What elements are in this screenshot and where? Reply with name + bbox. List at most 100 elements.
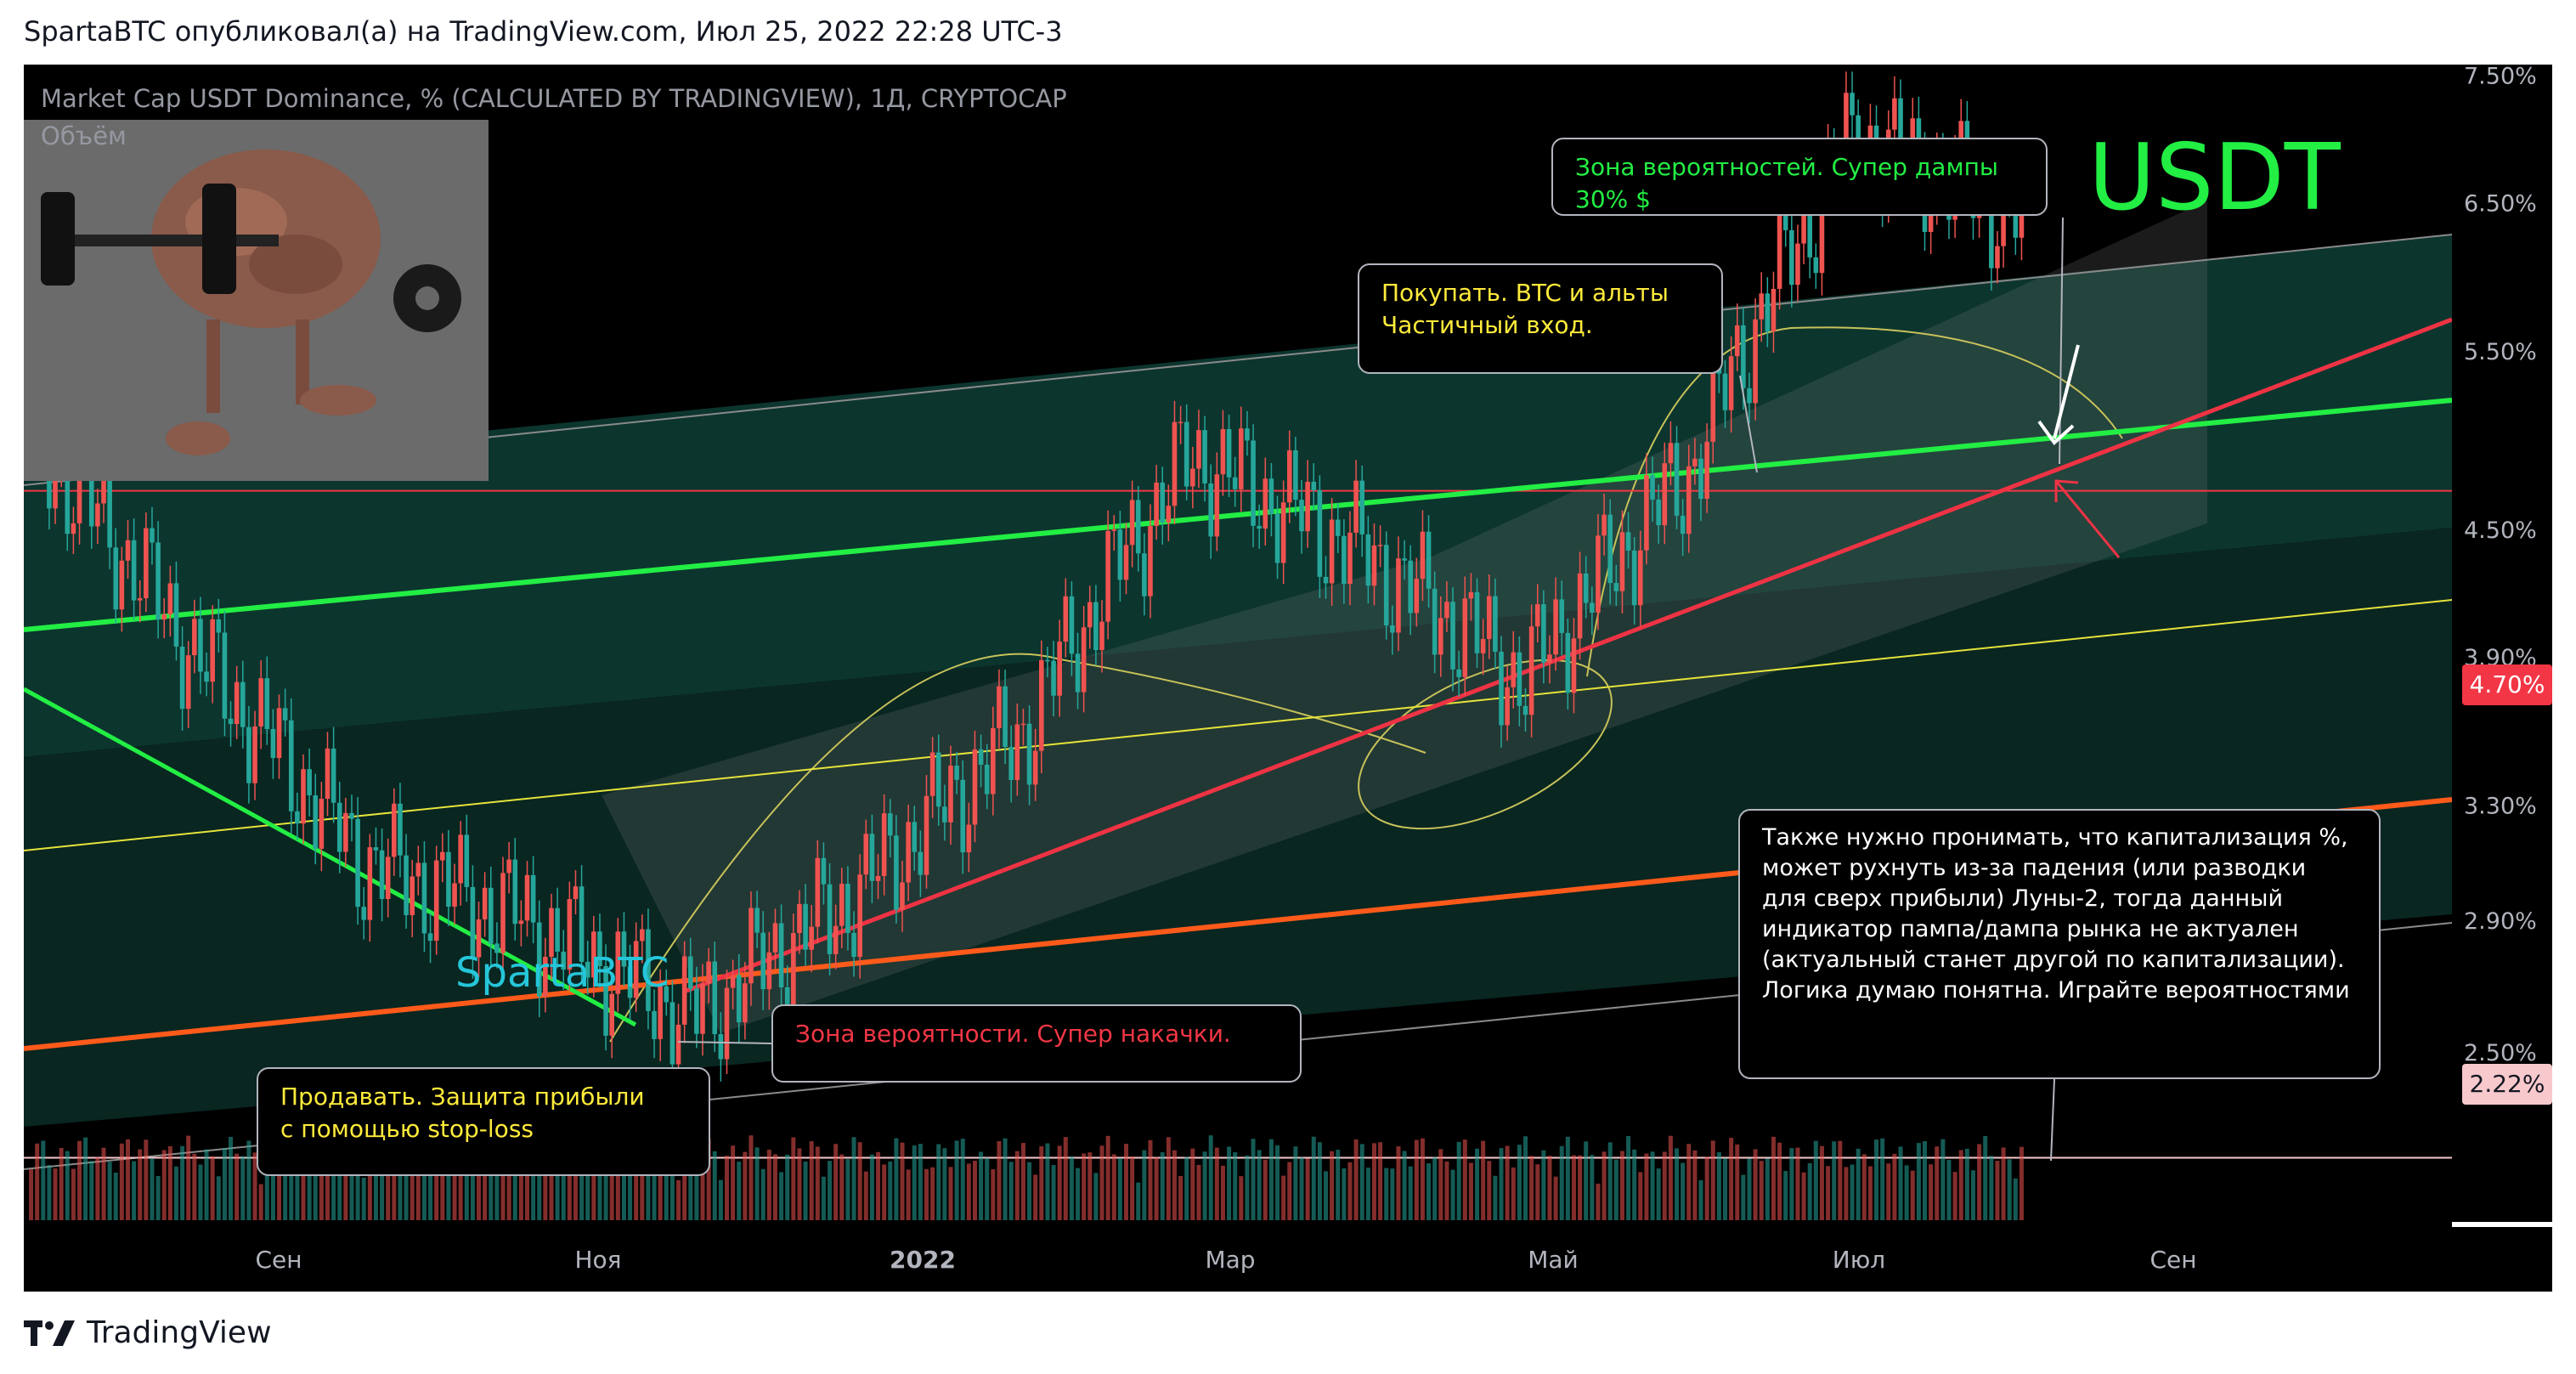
volume-bar (107, 1162, 112, 1220)
volume-bar (155, 1176, 161, 1220)
candle-body (336, 802, 342, 852)
arc-2021 (609, 653, 1426, 1043)
candle-body (264, 678, 270, 730)
volume-bar (83, 1137, 88, 1220)
candle-body (1135, 500, 1141, 554)
volume-bar (1414, 1139, 1419, 1220)
candle-body (415, 862, 421, 877)
volume-bar (706, 1139, 711, 1220)
candle-body (427, 933, 433, 941)
candle-body (1051, 660, 1056, 696)
candle-body (1505, 687, 1510, 726)
candle-body (1456, 669, 1461, 677)
volume-bar (543, 1137, 548, 1220)
volume-bar (531, 1168, 536, 1220)
annotation-note[interactable]: Также нужно пронимать, что капитализация… (1738, 809, 2381, 1079)
candle-body (1619, 532, 1625, 591)
candle-body (1396, 558, 1401, 633)
volume-bar (948, 1167, 953, 1220)
candle-body (349, 812, 354, 819)
volume-bar (1305, 1158, 1310, 1220)
candle-body (295, 811, 300, 824)
volume-bar (1105, 1135, 1110, 1220)
annotation-pump-zone[interactable]: Зона вероятности. Супер накачки. (771, 1004, 1302, 1083)
candle-body (1989, 190, 1994, 269)
volume-bar (1940, 1139, 1946, 1220)
brain-leg (206, 319, 220, 413)
candle-body (53, 464, 58, 509)
volume-bar (398, 1142, 403, 1220)
volume-bar (1619, 1151, 1624, 1220)
candle-body (518, 920, 524, 924)
rising-wedge-zone (602, 201, 2207, 1033)
volume-bar (404, 1172, 409, 1220)
candle-body (452, 883, 457, 908)
volume-bar (1130, 1156, 1135, 1220)
candle-body (1069, 596, 1075, 654)
volume-bar (53, 1168, 58, 1220)
volume-bar (500, 1139, 506, 1220)
volume-bar (754, 1147, 760, 1220)
buy-leader (1739, 375, 1758, 473)
volume-bar (458, 1145, 463, 1220)
annotation-sell[interactable]: Продавать. Защита прибыли с помощью stop… (257, 1067, 710, 1176)
candle-body (760, 932, 766, 990)
volume-bar (1698, 1179, 1703, 1220)
candle-body (1468, 592, 1474, 599)
volume-bar (936, 1144, 941, 1220)
candle-body (1553, 599, 1558, 655)
volume-bar (35, 1143, 40, 1220)
candle-body (1329, 519, 1335, 584)
candle-body (1183, 421, 1189, 487)
candle-body (1631, 550, 1637, 606)
volume-bar (1807, 1162, 1812, 1220)
volume-bar (1444, 1161, 1449, 1220)
volume-bar (477, 1142, 482, 1220)
candle-body (1111, 529, 1117, 531)
candle-body (1154, 482, 1159, 526)
candle-body (76, 449, 82, 523)
chart-frame[interactable]: 14.00%12.00%10.00%8.50%7.50%6.50%5.50%4.… (24, 65, 2552, 1292)
volume-bar (1716, 1152, 1721, 1220)
candle-body (1359, 480, 1365, 534)
volume-bar (71, 1168, 76, 1220)
volume-bar (1317, 1142, 1322, 1220)
volume-bar (1904, 1165, 1909, 1220)
candle-body (555, 908, 560, 952)
candle-body (1522, 705, 1528, 715)
volume-bar (410, 1157, 415, 1220)
volume-bar (1190, 1148, 1195, 1220)
chart-canvas[interactable]: 14.00%12.00%10.00%8.50%7.50%6.50%5.50%4.… (24, 65, 2552, 1292)
volume-bar (295, 1147, 300, 1220)
volume-bar (1656, 1168, 1661, 1220)
y-tick-label: 4.50% (2464, 517, 2537, 544)
candle-body (446, 851, 451, 908)
volume-bar (591, 1162, 596, 1220)
candle-body (1190, 468, 1195, 487)
volume-bar (1293, 1146, 1298, 1220)
volume-bar (737, 1162, 742, 1220)
volume-bar (494, 1141, 500, 1220)
volume-bar (1584, 1141, 1589, 1220)
candle-body (1347, 532, 1353, 585)
volume-bar (77, 1140, 82, 1220)
candle-body (1625, 532, 1631, 551)
volume-bar (1777, 1142, 1782, 1220)
candle-body (1813, 257, 1819, 274)
green-resistance-line (24, 398, 2453, 632)
volume-bar (446, 1168, 451, 1220)
volume-bar (1783, 1171, 1788, 1220)
annotation-dump-zone[interactable]: Зона вероятностей. Супер дампы 30% $ (1551, 138, 2048, 216)
volume-bar (1371, 1143, 1376, 1220)
candle-body (724, 987, 730, 1060)
volume-bar (1275, 1145, 1280, 1220)
dumbbell-weight (202, 184, 236, 294)
candle-body (1353, 480, 1359, 533)
dumbbell-plate-hole (415, 286, 439, 310)
candle-body (398, 803, 403, 856)
volume-bar (47, 1165, 52, 1220)
volume-bar (144, 1139, 149, 1220)
annotation-buy[interactable]: Покупать. BTC и альты Частичный вход. (1358, 263, 1723, 374)
volume-bar (1384, 1168, 1389, 1220)
volume-bar (640, 1145, 645, 1220)
